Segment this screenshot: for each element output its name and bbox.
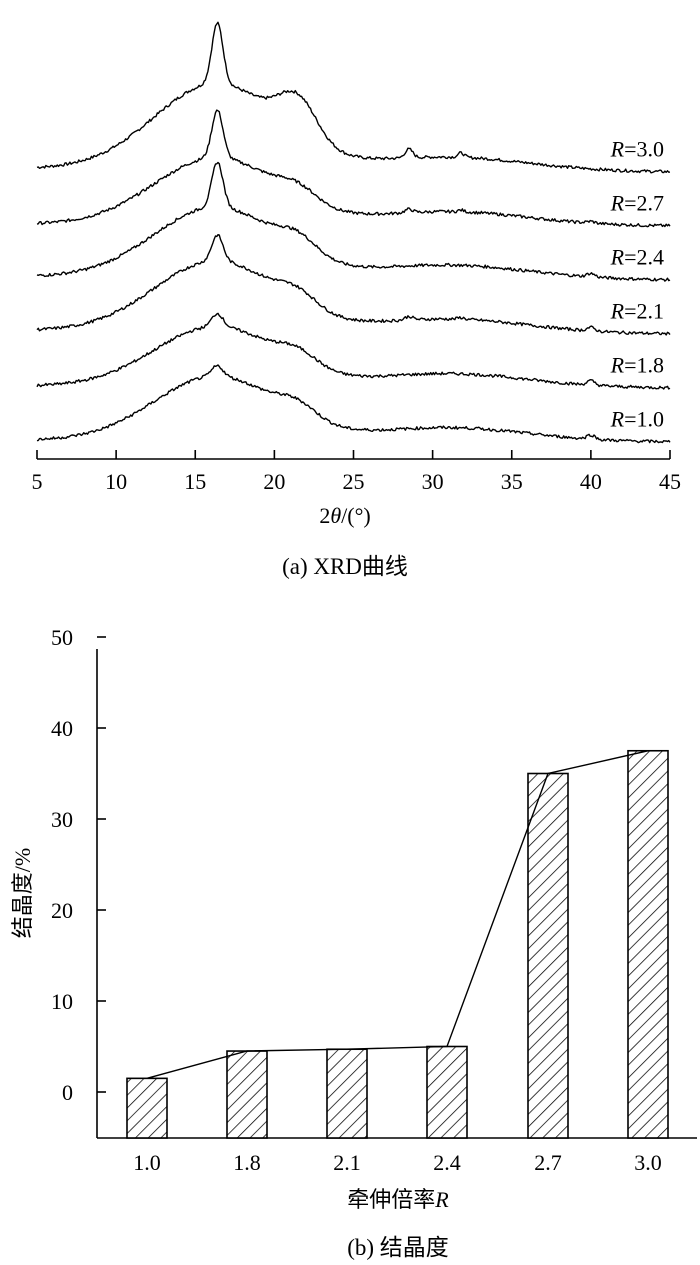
xrd-series-label: R=2.1: [610, 299, 664, 324]
xrd-curve: [36, 21, 671, 174]
bar-y-tick-label: 10: [51, 989, 73, 1014]
xrd-x-tick-label: 35: [501, 469, 523, 494]
xrd-series-label: R=1.0: [610, 407, 664, 432]
bar-x-tick-label: 2.4: [433, 1150, 461, 1175]
xrd-series-label: R=1.8: [610, 353, 664, 378]
xrd-curve: [36, 234, 671, 336]
xrd-curve: [36, 161, 671, 282]
bar-x-tick-label: 2.1: [333, 1150, 361, 1175]
xrd-curve: [36, 109, 671, 228]
bar-x-tick-label: 2.7: [534, 1150, 562, 1175]
bar-x-axis-label: 牵伸倍率R: [347, 1187, 449, 1212]
xrd-curves: [36, 21, 671, 444]
xrd-x-ticks: 5 10 15 20 25 30 35 40 45: [32, 450, 681, 494]
xrd-curve: [36, 312, 671, 390]
bar-y-tick-label: 40: [51, 716, 73, 741]
xrd-x-tick-label: 30: [422, 469, 444, 494]
bar-y-tick-label: 0: [62, 1080, 73, 1105]
bar-x-tick-label: 1.0: [133, 1150, 161, 1175]
xrd-x-axis-label: 2θ/(°): [319, 503, 370, 528]
xrd-x-tick-label: 5: [32, 469, 43, 494]
xrd-x-tick-label: 25: [343, 469, 365, 494]
xrd-x-tick-label: 10: [105, 469, 127, 494]
xrd-curve: [36, 364, 671, 444]
xrd-caption: (a) XRD曲线: [282, 554, 408, 579]
xrd-x-tick-label: 40: [580, 469, 602, 494]
xrd-series-label: R=2.7: [610, 191, 664, 216]
bar-y-axis-label: 结晶度/%: [10, 848, 35, 938]
xrd-x-tick-label: 20: [263, 469, 285, 494]
xrd-x-tick-label: 15: [184, 469, 206, 494]
xrd-x-tick-label: 45: [659, 469, 681, 494]
xrd-panel: R=3.0 R=2.7 R=2.4 R=2.1 R=1.8 R=1.0 5 10 15 20 25…: [32, 21, 681, 579]
bar: [527, 772, 569, 1139]
bar-x-ticks: 1.0 1.8 2.1 2.4 2.7 3.0: [133, 1150, 662, 1175]
bar: [627, 749, 669, 1139]
bar: [126, 1077, 168, 1139]
bar-y-ticks: 0 10 20 30 40 50: [51, 625, 106, 1105]
crystallinity-panel: 0 10 20 30 40 50 1.0 1.8 2.1 2.4 2.7 3.0 结晶度/% 牵伸倍…: [10, 625, 697, 1260]
bar: [426, 1045, 468, 1139]
bar: [226, 1050, 268, 1139]
xrd-series-label: R=2.4: [610, 245, 664, 270]
bar: [326, 1048, 368, 1139]
bar-y-tick-label: 30: [51, 807, 73, 832]
bars: [126, 749, 669, 1139]
bar-trend-line: [146, 750, 649, 1079]
bar-x-tick-label: 3.0: [634, 1150, 662, 1175]
xrd-series-label: R=3.0: [610, 137, 664, 162]
xrd-series-labels: R=3.0 R=2.7 R=2.4 R=2.1 R=1.8 R=1.0: [610, 137, 664, 432]
bar-y-tick-label: 50: [51, 625, 73, 650]
bar-y-tick-label: 20: [51, 898, 73, 923]
bar-caption: (b) 结晶度: [347, 1235, 449, 1260]
bar-x-tick-label: 1.8: [233, 1150, 261, 1175]
